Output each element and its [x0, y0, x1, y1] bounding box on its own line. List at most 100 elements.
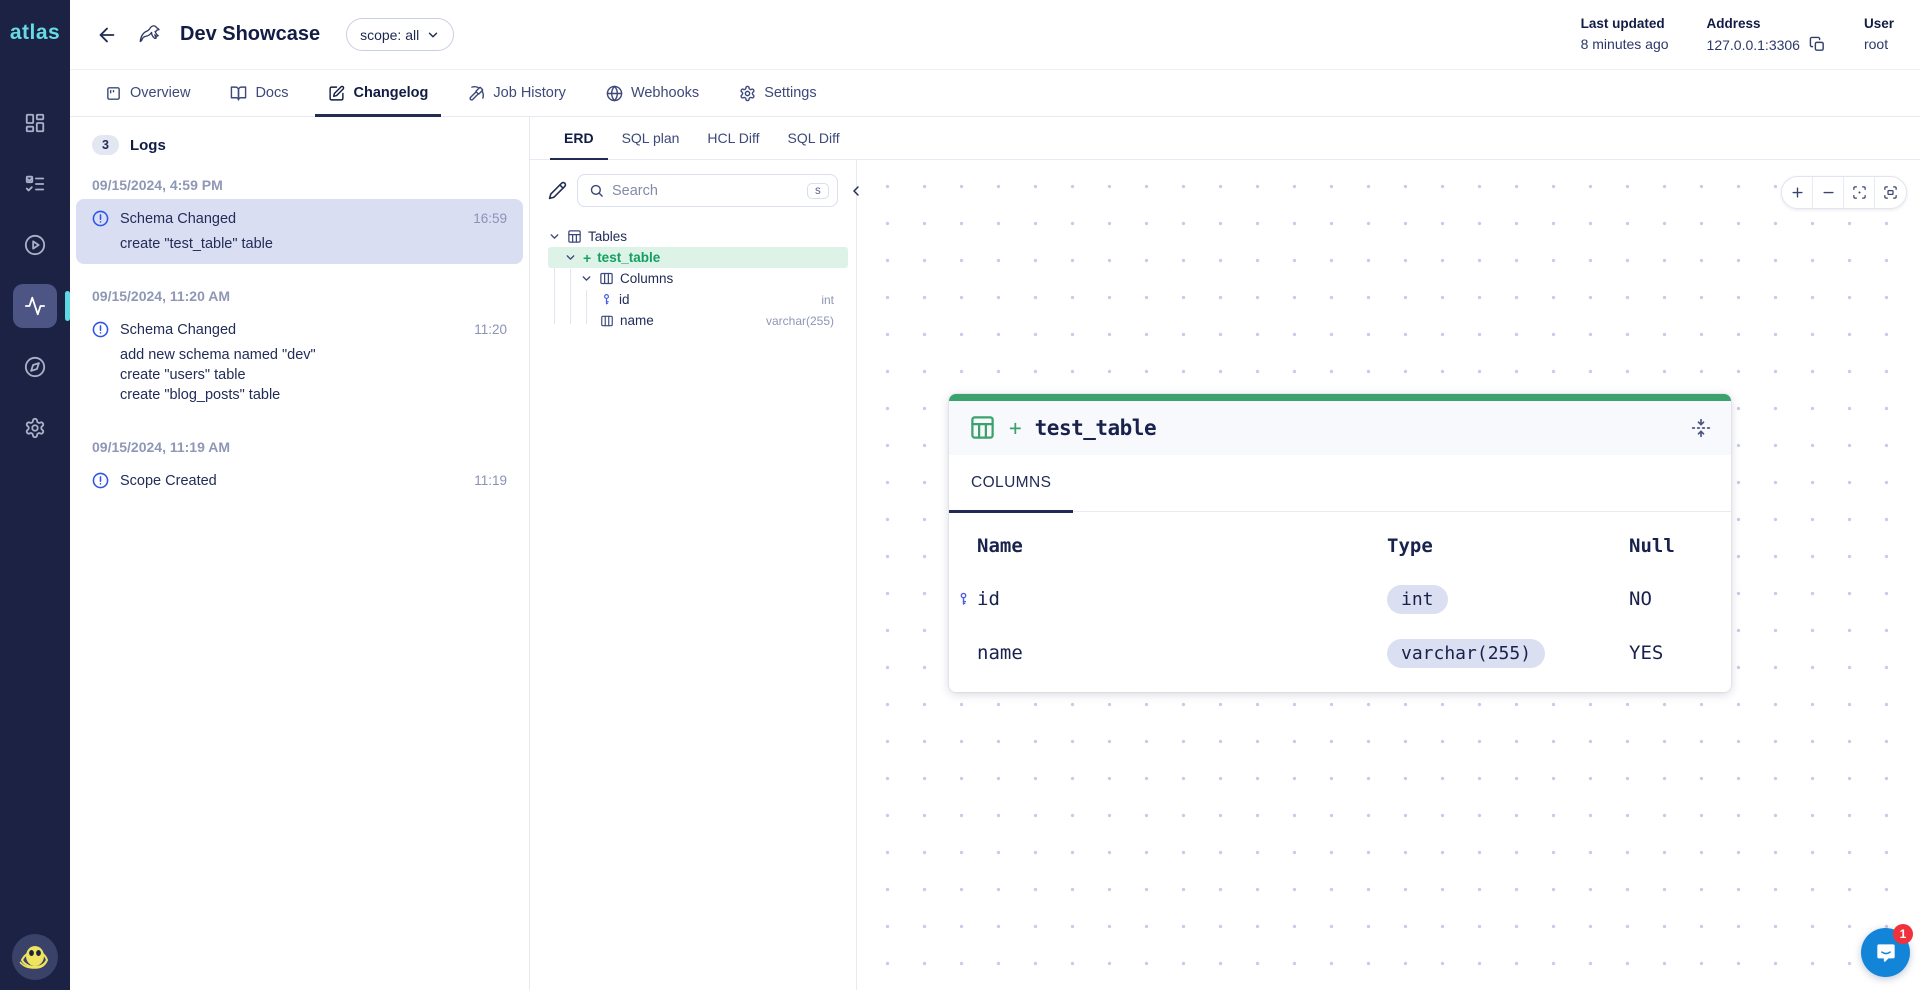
tab-job-history-label: Job History — [493, 85, 566, 101]
tab-docs-label: Docs — [255, 85, 289, 101]
globe-icon — [606, 85, 623, 102]
collapse-card-button[interactable] — [1691, 418, 1711, 438]
tree-node-label: Columns — [620, 271, 674, 286]
sidebar-item-tasks[interactable] — [13, 162, 57, 206]
tab-overview[interactable]: Overview — [92, 70, 203, 116]
column-type-hint: int — [821, 292, 834, 307]
sidebar-item-explore[interactable] — [13, 345, 57, 389]
log-entry-line: create "users" table — [120, 367, 246, 383]
chat-launcher-button[interactable]: 1 — [1861, 924, 1913, 977]
tab-changelog-label: Changelog — [353, 85, 429, 101]
chevron-down-icon[interactable] — [564, 251, 577, 264]
tab-overview-label: Overview — [130, 85, 191, 101]
log-entry-schema-changed-1659[interactable]: Schema Changed 16:59 create "test_table"… — [76, 199, 523, 264]
table-header-row: Name Type Null — [949, 520, 1731, 572]
erd-search-box[interactable]: s — [577, 174, 838, 207]
tab-erd-label: ERD — [564, 130, 594, 146]
tree-node-label: name — [620, 313, 654, 328]
cell-column-name: name — [977, 642, 1023, 664]
tab-sql-diff[interactable]: SQL Diff — [774, 117, 854, 159]
erd-table-card[interactable]: + test_table COLUMNS Name Type Null — [949, 394, 1731, 692]
collapse-panel-icon[interactable] — [848, 183, 864, 199]
tree-node-label: Tables — [588, 229, 628, 244]
log-entry-line: create "test_table" table — [120, 236, 273, 252]
chat-bubble-icon — [1873, 940, 1899, 966]
play-circle-icon — [24, 234, 46, 256]
mysql-icon — [136, 21, 166, 49]
log-entry-line: create "blog_posts" table — [120, 387, 281, 403]
tab-sql-diff-label: SQL Diff — [787, 130, 840, 146]
log-date: 09/15/2024, 4:59 PM — [92, 177, 223, 193]
table-status-bar-added — [949, 394, 1731, 401]
tree-node-test-table[interactable]: + test_table — [548, 247, 848, 268]
tree-node-tables[interactable]: Tables — [548, 226, 848, 247]
log-entry-time: 16:59 — [473, 211, 507, 226]
tab-erd[interactable]: ERD — [550, 117, 608, 160]
edit-pencil-icon[interactable] — [548, 181, 567, 200]
sidebar-item-runs[interactable] — [13, 223, 57, 267]
last-updated-value: 8 minutes ago — [1580, 36, 1669, 52]
tab-sql-plan[interactable]: SQL plan — [608, 117, 694, 159]
overview-icon — [105, 85, 122, 102]
log-group: 09/15/2024, 11:20 AM Schema Changed 11:2… — [70, 288, 529, 415]
meta-last-updated: Last updated 8 minutes ago — [1581, 16, 1669, 53]
app-sidebar: atlas — [0, 0, 70, 990]
tab-settings[interactable]: Settings — [726, 70, 829, 116]
page-header: Dev Showcase scope: all Last updated 8 m… — [70, 0, 1920, 70]
tab-changelog[interactable]: Changelog — [315, 70, 442, 117]
copy-address-button[interactable] — [1809, 36, 1826, 53]
erd-canvas[interactable]: + test_table COLUMNS Name Type Null — [857, 160, 1920, 990]
search-input[interactable] — [612, 182, 799, 199]
cell-column-name: id — [977, 588, 1000, 610]
zoom-out-button[interactable] — [1813, 177, 1844, 208]
tab-columns[interactable]: COLUMNS — [949, 455, 1074, 513]
tab-docs[interactable]: Docs — [217, 70, 301, 116]
tree-node-columns[interactable]: Columns — [548, 268, 848, 289]
log-entry-title: Schema Changed — [120, 210, 237, 227]
chevron-down-icon[interactable] — [580, 272, 593, 285]
table-icon — [969, 414, 996, 441]
sidebar-item-dashboard[interactable] — [13, 101, 57, 145]
sidebar-item-settings[interactable] — [13, 406, 57, 450]
log-group: 09/15/2024, 11:19 AM Scope Created 11:19 — [70, 439, 529, 501]
dashboard-icon — [24, 112, 46, 134]
tree-node-column-id[interactable]: id int — [548, 289, 848, 310]
sidebar-item-activity[interactable] — [13, 284, 70, 328]
table-row[interactable]: name varchar(255) YES — [949, 626, 1731, 680]
tab-webhooks[interactable]: Webhooks — [593, 70, 712, 116]
column-icon — [600, 314, 614, 328]
header-meta: Last updated 8 minutes ago Address 127.0… — [1581, 16, 1894, 53]
user-label: User — [1863, 16, 1894, 31]
gear-icon — [24, 417, 46, 439]
zoom-in-button[interactable] — [1782, 177, 1813, 208]
scope-dropdown[interactable]: scope: all — [346, 18, 455, 51]
page-title: Dev Showcase — [180, 23, 321, 45]
tab-job-history[interactable]: Job History — [455, 70, 579, 116]
fit-view-button[interactable] — [1875, 177, 1906, 208]
log-entry-time: 11:20 — [474, 322, 507, 337]
search-icon — [589, 183, 604, 198]
diff-added-marker: + — [1009, 415, 1022, 440]
info-icon — [92, 472, 109, 489]
back-button[interactable] — [94, 22, 120, 48]
tree-node-column-name[interactable]: name varchar(255) — [548, 310, 848, 331]
cell-nullable: NO — [1629, 588, 1652, 610]
search-shortcut-badge: s — [807, 182, 829, 199]
erd-tree-panel: s Tables — [530, 160, 859, 990]
table-row[interactable]: id int NO — [949, 572, 1731, 626]
chevron-down-icon[interactable] — [548, 230, 561, 243]
tab-hcl-diff[interactable]: HCL Diff — [693, 117, 773, 159]
diff-workspace: ERD SQL plan HCL Diff SQL Diff s — [530, 117, 1920, 990]
center-view-button[interactable] — [1844, 177, 1875, 208]
log-entry-schema-changed-1120[interactable]: Schema Changed 11:20 add new schema name… — [76, 310, 523, 415]
checklist-icon — [24, 173, 46, 195]
column-header-type: Type — [1387, 535, 1433, 557]
columns-icon — [599, 271, 614, 286]
sidebar-nav — [13, 101, 70, 450]
tab-sql-plan-label: SQL plan — [621, 130, 680, 146]
user-avatar[interactable] — [12, 934, 58, 980]
gear-icon — [739, 85, 756, 102]
diff-view-tabs: ERD SQL plan HCL Diff SQL Diff — [530, 117, 1920, 160]
meta-user: User root — [1864, 16, 1894, 53]
log-entry-scope-created-1119[interactable]: Scope Created 11:19 — [76, 461, 523, 501]
